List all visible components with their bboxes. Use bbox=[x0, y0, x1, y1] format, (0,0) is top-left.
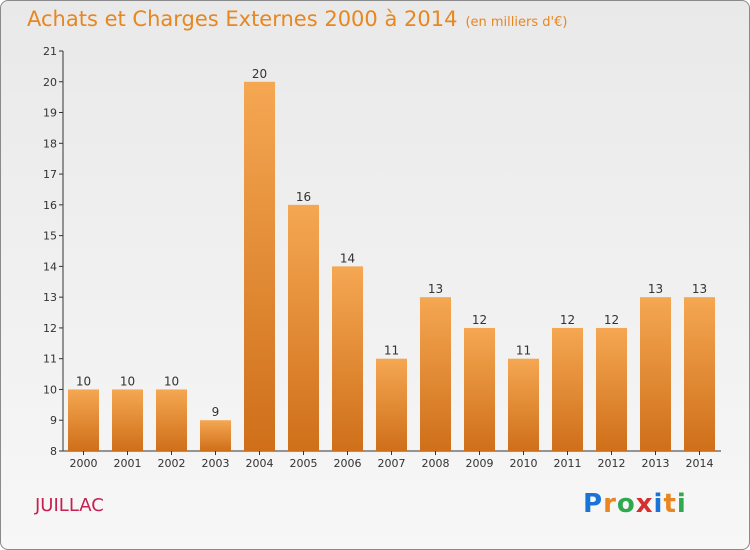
bar bbox=[596, 327, 627, 451]
bar bbox=[640, 297, 671, 451]
bar-value-label: 13 bbox=[648, 282, 663, 296]
x-tick-label: 2011 bbox=[554, 457, 582, 470]
x-tick-label: 2002 bbox=[158, 457, 186, 470]
bar bbox=[200, 420, 231, 451]
y-tick-label: 13 bbox=[43, 291, 57, 304]
y-tick-label: 16 bbox=[43, 199, 57, 212]
bar-value-label: 20 bbox=[252, 67, 267, 81]
logo-letter: i bbox=[653, 489, 664, 519]
bar-value-label: 10 bbox=[76, 374, 91, 388]
bar bbox=[112, 389, 143, 451]
x-tick-label: 2004 bbox=[246, 457, 274, 470]
y-tick-label: 14 bbox=[43, 260, 57, 273]
x-tick-label: 2006 bbox=[334, 457, 362, 470]
logo-letter: r bbox=[603, 489, 617, 519]
y-tick-label: 8 bbox=[50, 445, 57, 458]
bar bbox=[464, 327, 495, 451]
chart-subtitle: (en milliers d'€) bbox=[465, 15, 568, 30]
x-tick-label: 2012 bbox=[598, 457, 626, 470]
bar bbox=[376, 358, 407, 451]
proxiti-logo[interactable]: Proxiti bbox=[583, 489, 687, 519]
bar bbox=[552, 327, 583, 451]
x-tick-label: 2008 bbox=[422, 457, 450, 470]
y-tick-label: 20 bbox=[43, 76, 57, 89]
bars bbox=[68, 81, 715, 452]
bar-value-label: 10 bbox=[164, 374, 179, 388]
bar-value-label: 12 bbox=[604, 313, 619, 327]
x-tick-label: 2003 bbox=[202, 457, 230, 470]
logo-letter: P bbox=[583, 489, 604, 519]
x-tick-label: 2009 bbox=[466, 457, 494, 470]
bar bbox=[684, 297, 715, 451]
y-tick-label: 9 bbox=[50, 414, 57, 427]
bar-value-label: 13 bbox=[692, 282, 707, 296]
x-tick-label: 2000 bbox=[70, 457, 98, 470]
y-tick-label: 17 bbox=[43, 168, 57, 181]
bar-value-label: 12 bbox=[472, 313, 487, 327]
bar-value-label: 14 bbox=[340, 251, 355, 265]
chart-title: Achats et Charges Externes 2000 à 2014 (e… bbox=[27, 7, 567, 31]
bar bbox=[156, 389, 187, 451]
y-tick-label: 19 bbox=[43, 107, 57, 120]
logo-letter: o bbox=[616, 489, 636, 519]
bar bbox=[332, 266, 363, 451]
bar bbox=[508, 358, 539, 451]
y-tick-label: 12 bbox=[43, 322, 57, 335]
y-tick-label: 21 bbox=[43, 45, 57, 58]
bar bbox=[420, 297, 451, 451]
bar-value-label: 16 bbox=[296, 190, 311, 204]
x-tick-label: 2013 bbox=[642, 457, 670, 470]
bar-value-label: 13 bbox=[428, 282, 443, 296]
logo-letter: t bbox=[663, 489, 677, 519]
y-tick-label: 10 bbox=[43, 383, 57, 396]
bar bbox=[68, 389, 99, 451]
x-tick-label: 2010 bbox=[510, 457, 538, 470]
y-tick-label: 11 bbox=[43, 353, 57, 366]
bar-value-label: 11 bbox=[384, 344, 399, 358]
y-tick-label: 18 bbox=[43, 137, 57, 150]
data-labels: 10 10 10 9 20 16 14 11 13 12 11 12 12 13 13 bbox=[76, 67, 707, 419]
x-tick-label: 2001 bbox=[114, 457, 142, 470]
logo-letter: x bbox=[635, 489, 654, 519]
x-tick-label: 2014 bbox=[686, 457, 714, 470]
bar bbox=[244, 81, 275, 452]
logo-letter: i bbox=[676, 489, 687, 519]
x-tick-label: 2007 bbox=[378, 457, 406, 470]
bar-value-label: 12 bbox=[560, 313, 575, 327]
y-tick-label: 15 bbox=[43, 230, 57, 243]
bar-value-label: 9 bbox=[212, 405, 220, 419]
bar-value-label: 11 bbox=[516, 344, 531, 358]
bar-value-label: 10 bbox=[120, 374, 135, 388]
chart-title-text: Achats et Charges Externes 2000 à 2014 bbox=[27, 7, 458, 31]
bar bbox=[288, 204, 319, 451]
axes: 8 9 10 11 12 13 14 15 16 17 18 19 20 21 2000 2001 2002 20… bbox=[43, 45, 721, 470]
x-tick-label: 2005 bbox=[290, 457, 318, 470]
place-name: JUILLAC bbox=[35, 495, 104, 516]
